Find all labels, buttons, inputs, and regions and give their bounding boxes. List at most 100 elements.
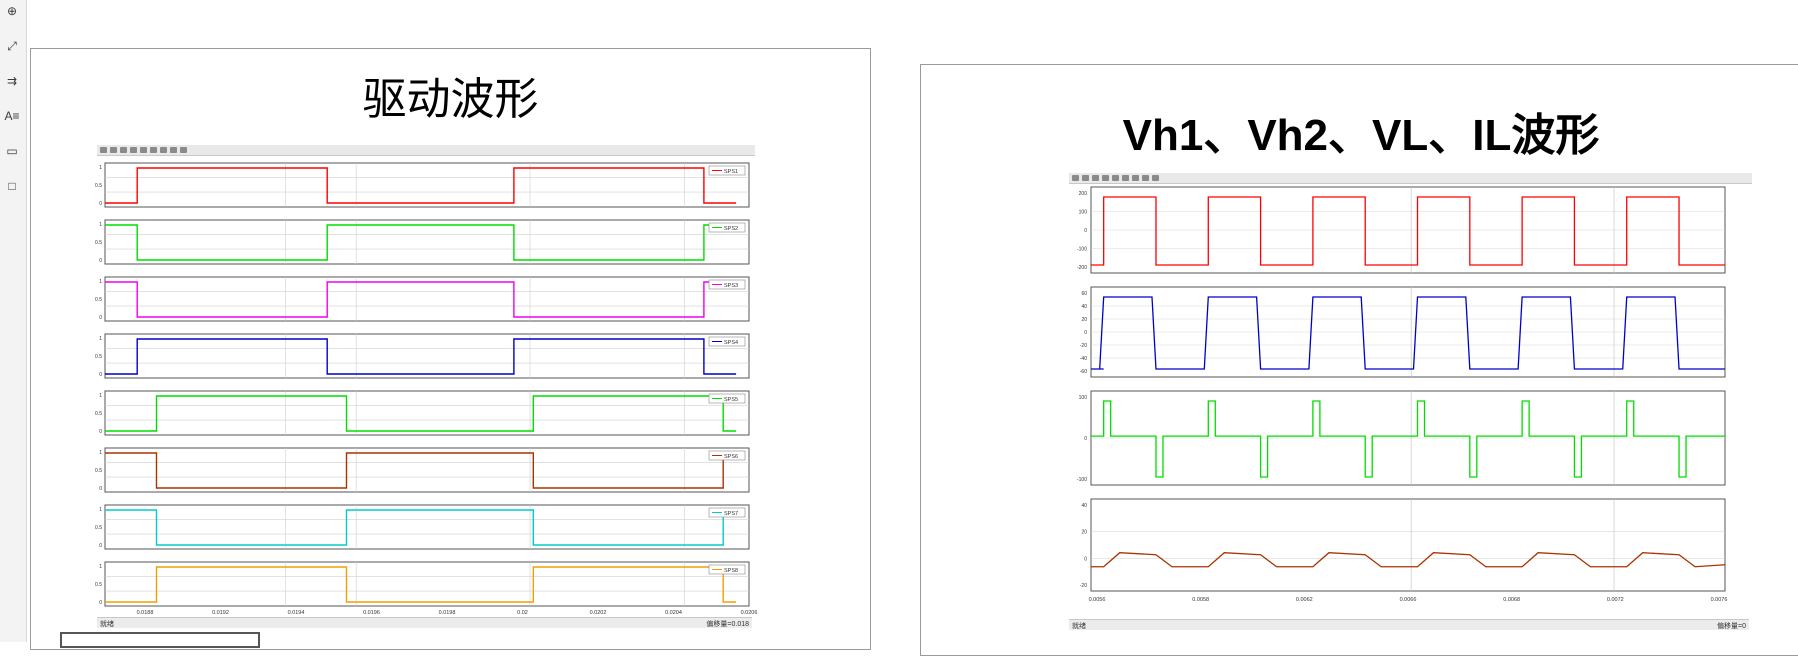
- cursor-icon[interactable]: [170, 147, 177, 153]
- y-tick-label: 1: [99, 165, 102, 171]
- y-tick-label: 0: [99, 372, 102, 378]
- y-tick-label: 0.5: [95, 240, 102, 246]
- scope-panel-vh1: 200 100 0 -100 -200: [1077, 186, 1726, 274]
- stop-icon[interactable]: [1112, 175, 1119, 181]
- scope-status-bar: 就绪 偏移量=0: [1069, 619, 1749, 630]
- status-right: 偏移量=0.018: [706, 621, 749, 628]
- x-tick-label: 0.0062: [1296, 597, 1313, 603]
- scope-toolbar: [97, 145, 755, 156]
- x-tick-label: 0.0072: [1607, 597, 1624, 603]
- settings-icon[interactable]: [180, 147, 187, 153]
- panel-frame: [1090, 498, 1726, 592]
- trace-sps2: [105, 224, 737, 261]
- legend-box: [708, 279, 746, 290]
- x-tick-label: 0.0198: [439, 610, 456, 616]
- trace-sps4: [105, 338, 737, 375]
- status-left: 就绪: [1072, 623, 1086, 630]
- x-tick-label: 0.0196: [363, 610, 380, 616]
- cursor-icon[interactable]: [1142, 175, 1149, 181]
- legend-label: SPS3: [724, 283, 738, 289]
- parameters-icon[interactable]: [1082, 175, 1089, 181]
- zoom-in-icon[interactable]: ⊕: [6, 4, 18, 18]
- trace-sps6: [105, 452, 737, 489]
- y-tick-label: 200: [1079, 191, 1088, 197]
- step-icon[interactable]: [1102, 175, 1109, 181]
- zoom-icon[interactable]: [1122, 175, 1129, 181]
- legend-label: SPS2: [724, 226, 738, 232]
- step-icon[interactable]: [130, 147, 137, 153]
- scope-panel-il: 40 20 0 -20: [1080, 498, 1726, 592]
- y-tick-label: 0.5: [95, 525, 102, 531]
- zoom-icon[interactable]: [150, 147, 157, 153]
- y-tick-label: 0.5: [95, 183, 102, 189]
- status-right: 偏移量=0: [1717, 623, 1746, 630]
- run-icon[interactable]: [120, 147, 127, 153]
- scope-panel-sps1: 1 0.5 0 SPS1: [95, 162, 750, 208]
- y-tick-label: 0: [99, 201, 102, 207]
- panel-frame: [104, 219, 750, 265]
- y-tick-label: 0: [1084, 330, 1087, 336]
- legend-label: SPS8: [724, 568, 738, 574]
- print-icon[interactable]: [1072, 175, 1079, 181]
- x-tick-label: 0.0204: [665, 610, 682, 616]
- fit-to-window-icon[interactable]: ⤢: [7, 38, 17, 53]
- panel-frame: [104, 390, 750, 436]
- x-tick-label: 0.0056: [1089, 597, 1106, 603]
- slide-title: Vh1、Vh2、VL、IL波形: [1122, 111, 1600, 160]
- y-tick-label: -40: [1080, 356, 1087, 362]
- y-tick-label: 0.5: [95, 468, 102, 474]
- scope-panel-sps4: 1 0.5 0 SPS4: [95, 333, 750, 379]
- y-tick-label: 100: [1079, 210, 1088, 216]
- autoscale-icon[interactable]: [160, 147, 167, 153]
- legend-box: [708, 165, 746, 176]
- run-icon[interactable]: [1092, 175, 1099, 181]
- print-icon[interactable]: [100, 147, 107, 153]
- y-tick-label: -20: [1080, 583, 1087, 589]
- x-tick-label: 0.0076: [1711, 597, 1728, 603]
- y-tick-label: 0: [99, 543, 102, 549]
- panel-frame: [104, 162, 750, 208]
- x-tick-label: 0.0068: [1503, 597, 1520, 603]
- legend-box: [708, 393, 746, 404]
- trace-vh1: [1091, 196, 1725, 266]
- legend-box: [708, 336, 746, 347]
- trace-sps1: [105, 167, 737, 204]
- slide-vh-vl-il-waveform[interactable]: Vh1、Vh2、VL、IL波形 200 100 0 -100 -200 60 40 20 0 -2…: [920, 64, 1798, 656]
- y-tick-label: 0.5: [95, 354, 102, 360]
- x-tick-label: 0.0206: [741, 610, 758, 616]
- legend-box: [708, 450, 746, 461]
- slide-title: 驱动波形: [362, 74, 539, 125]
- settings-icon[interactable]: [1152, 175, 1159, 181]
- parameters-icon[interactable]: [110, 147, 117, 153]
- scope-status-bar: 就绪 偏移量=0.018: [97, 617, 752, 628]
- panel-frame: [104, 504, 750, 550]
- scope-panel-vl: 100 0 -100: [1077, 390, 1726, 486]
- scope-panel-sps2: 1 0.5 0 SPS2: [95, 219, 750, 265]
- status-left: 就绪: [100, 621, 114, 628]
- x-tick-label: 0.0192: [212, 610, 229, 616]
- image-icon[interactable]: ▭: [6, 144, 18, 158]
- trace-sps8: [105, 566, 737, 603]
- y-tick-label: 0: [99, 600, 102, 606]
- y-tick-label: 20: [1081, 317, 1087, 323]
- arrange-arrows-icon[interactable]: ⇉: [6, 74, 18, 88]
- y-tick-label: 0: [99, 429, 102, 435]
- x-tick-label: 0.0202: [590, 610, 607, 616]
- y-tick-label: 0: [99, 486, 102, 492]
- trace-vh2: [1091, 296, 1725, 370]
- shape-icon[interactable]: □: [8, 179, 16, 193]
- autoscale-icon[interactable]: [1132, 175, 1139, 181]
- y-tick-label: 0: [1084, 556, 1087, 562]
- stop-icon[interactable]: [140, 147, 147, 153]
- scope-panel-sps7: 1 0.5 0 SPS7: [95, 504, 750, 550]
- legend-label: SPS1: [724, 169, 738, 175]
- scope-panel-sps5: 1 0.5 0 SPS5: [95, 390, 750, 436]
- x-tick-label: 0.0188: [137, 610, 154, 616]
- layout-thumbnail-box[interactable]: [60, 632, 260, 648]
- x-tick-label: 0.0066: [1400, 597, 1417, 603]
- x-tick-label: 0.02: [517, 610, 528, 616]
- y-tick-label: 1: [99, 222, 102, 228]
- text-box-icon[interactable]: A≡: [4, 109, 20, 123]
- slide-drive-waveform[interactable]: 驱动波形 1 0.5 0 SPS1 1 0.5 0 SPS2 1 0.5 0 SPS3 1 0.5 0 SPS…: [30, 48, 871, 650]
- trace-sps3: [105, 281, 737, 318]
